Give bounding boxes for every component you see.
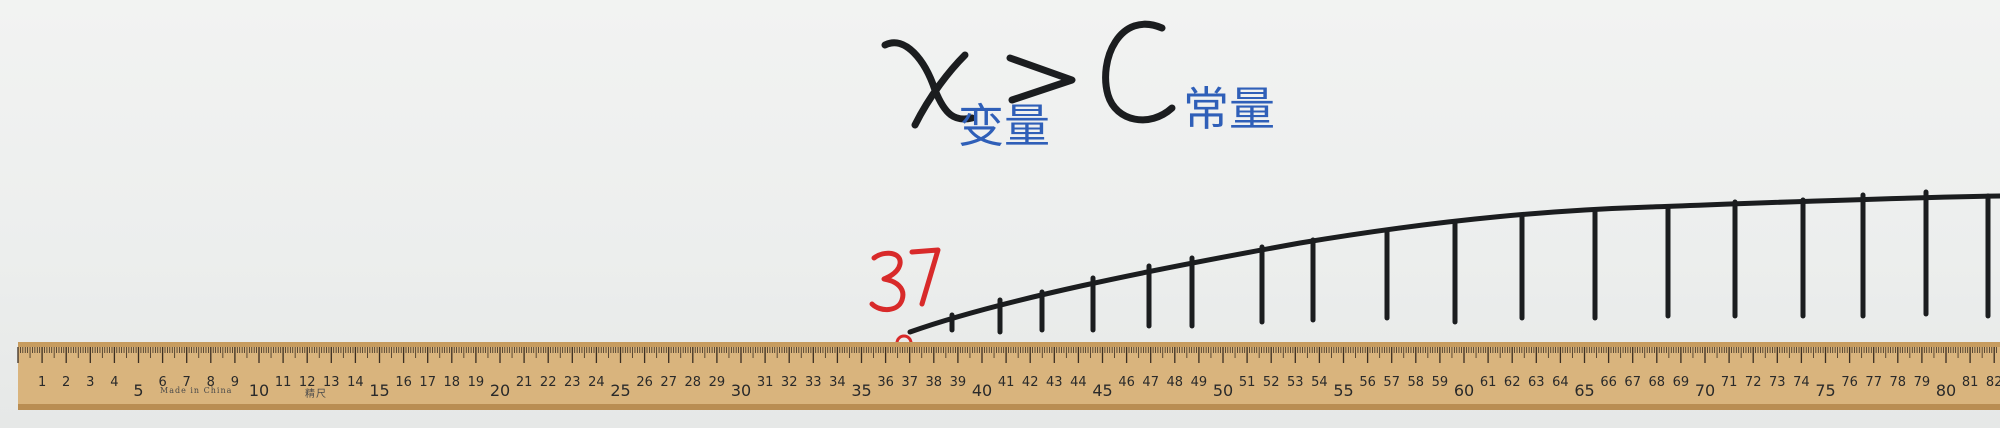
- ruler-number: 79: [1914, 375, 1931, 390]
- ruler-number: 48: [1167, 375, 1184, 390]
- ruler-number: 18: [444, 375, 461, 390]
- ruler-number: 69: [1673, 375, 1690, 390]
- ruler-number: 30: [731, 381, 751, 400]
- ruler-brand: Made in China: [160, 386, 232, 395]
- ruler-number: 40: [972, 381, 992, 400]
- ruler-number: 42: [1022, 375, 1039, 390]
- ruler-number: 62: [1504, 375, 1521, 390]
- greater-than-operator: [1010, 58, 1072, 100]
- ruler-number: 63: [1528, 375, 1545, 390]
- ruler-number: 54: [1311, 375, 1328, 390]
- ruler-number: 51: [1239, 375, 1256, 390]
- ruler-number: 11: [275, 375, 292, 390]
- ruler-number: 14: [347, 375, 364, 390]
- constant-label: 常量: [1183, 82, 1275, 136]
- ruler-number: 67: [1624, 375, 1641, 390]
- ruler-number: 32: [781, 375, 798, 390]
- variable-label: 变量: [958, 99, 1050, 153]
- ruler-number: 4: [110, 375, 118, 390]
- ruler-number: 49: [1191, 375, 1208, 390]
- ruler-number: 28: [685, 375, 702, 390]
- constant-c-symbol: [1106, 24, 1172, 120]
- ruler-number: 2: [62, 375, 70, 390]
- ruler-number: 12: [299, 375, 316, 390]
- ruler-number: 29: [709, 375, 726, 390]
- ruler-number: 61: [1480, 375, 1497, 390]
- ruler-number: 17: [419, 375, 436, 390]
- ruler-number: 68: [1649, 375, 1666, 390]
- ruler-number: 10: [249, 381, 269, 400]
- ruler-number: 35: [851, 381, 871, 400]
- ruler-bottom-edge: [18, 404, 2000, 410]
- wooden-ruler: 1 2 3 4 5 6 7 8 9 10 11 12 13 14 15 16 17 18 19 20 21 22 23 24 2…: [18, 342, 2000, 410]
- ruler-number: 58: [1408, 375, 1425, 390]
- ruler-number: 56: [1359, 375, 1376, 390]
- ruler-number: 13: [323, 375, 340, 390]
- growth-curve: [910, 192, 2000, 332]
- formula: 变量 常量: [885, 24, 1275, 153]
- ruler-number: 45: [1092, 381, 1112, 400]
- ruler-number: 66: [1600, 375, 1617, 390]
- ruler-number: 15: [369, 381, 389, 400]
- ruler-number: 26: [636, 375, 653, 390]
- ruler-number: 23: [564, 375, 581, 390]
- ruler-number: 21: [516, 375, 533, 390]
- ruler-number: 73: [1769, 375, 1786, 390]
- ruler-number: 19: [468, 375, 485, 390]
- ruler-number: 55: [1333, 381, 1353, 400]
- ruler-number: 41: [998, 375, 1015, 390]
- ruler-number: 22: [540, 375, 557, 390]
- ruler-number: 20: [490, 381, 510, 400]
- ruler-number: 37: [901, 375, 918, 390]
- ruler-number: 16: [395, 375, 412, 390]
- marker-label-37: [872, 250, 938, 310]
- ruler-number: 82: [1986, 375, 2000, 390]
- ruler-number: 65: [1574, 381, 1594, 400]
- ruler-number: 72: [1745, 375, 1762, 390]
- ruler-number: 52: [1263, 375, 1280, 390]
- ruler-number: 43: [1046, 375, 1063, 390]
- ruler-number: 33: [805, 375, 822, 390]
- ruler-number: 74: [1793, 375, 1810, 390]
- ruler-brand-cjk: 精尺: [305, 387, 327, 400]
- ruler-number: 80: [1936, 381, 1956, 400]
- ruler-number: 78: [1890, 375, 1907, 390]
- ruler-number: 46: [1118, 375, 1135, 390]
- ruler-number: 25: [610, 381, 630, 400]
- ruler-number: 76: [1841, 375, 1858, 390]
- ruler-number: 34: [829, 375, 846, 390]
- ruler-number: 38: [926, 375, 943, 390]
- ruler-number: 44: [1070, 375, 1087, 390]
- ruler-number: 81: [1962, 375, 1979, 390]
- ruler-number: 57: [1383, 375, 1400, 390]
- ruler-number: 47: [1142, 375, 1159, 390]
- ruler-number: 71: [1721, 375, 1738, 390]
- ruler-number: 31: [757, 375, 774, 390]
- ruler-number: 3: [86, 375, 94, 390]
- ruler-top-edge: [18, 342, 2000, 347]
- ruler-number: 50: [1213, 381, 1233, 400]
- ruler-number: 70: [1695, 381, 1715, 400]
- ruler-number: 5: [133, 381, 143, 400]
- ruler-number: 27: [660, 375, 677, 390]
- ruler-number: 39: [950, 375, 967, 390]
- ruler-number: 64: [1552, 375, 1569, 390]
- ruler-number: 36: [877, 375, 894, 390]
- ruler-number: 59: [1432, 375, 1449, 390]
- ruler-number: 77: [1865, 375, 1882, 390]
- ruler-number: 75: [1815, 381, 1835, 400]
- marker: 37: [0, 0, 938, 350]
- ruler-number: 60: [1454, 381, 1474, 400]
- ruler-number: 53: [1287, 375, 1304, 390]
- ruler-number: 24: [588, 375, 605, 390]
- ruler-number: 1: [38, 375, 46, 390]
